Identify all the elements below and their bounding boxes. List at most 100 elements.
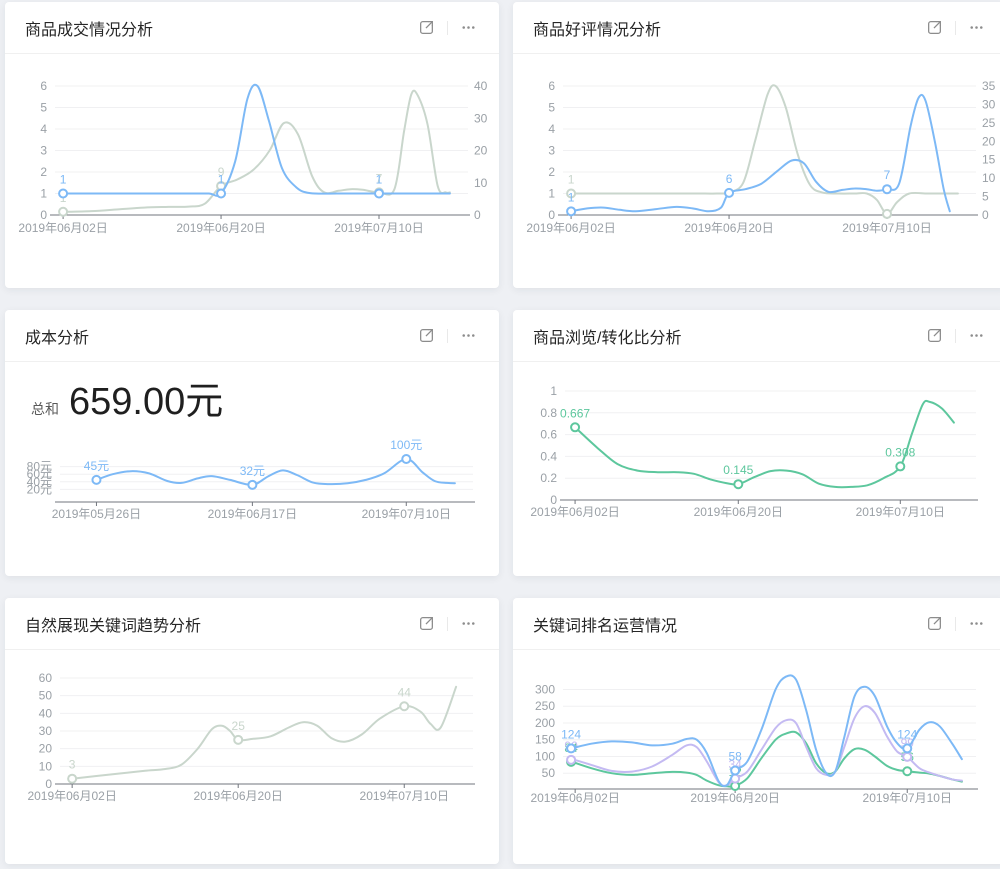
svg-text:2: 2 bbox=[40, 165, 47, 179]
svg-text:20: 20 bbox=[982, 134, 996, 148]
svg-text:2019年07月10日: 2019年07月10日 bbox=[863, 791, 952, 805]
card-actions bbox=[924, 613, 987, 634]
svg-text:0.145: 0.145 bbox=[723, 463, 753, 477]
series-primary: 1 6 7 bbox=[566, 93, 951, 217]
svg-text:35: 35 bbox=[982, 79, 996, 93]
svg-text:2019年06月20日: 2019年06月20日 bbox=[176, 221, 265, 235]
conversion-analysis-chart: 0 0.2 0.4 0.6 0.8 1 2019年06月02日 2019年06月20日 2019… bbox=[513, 362, 1000, 581]
svg-text:1: 1 bbox=[218, 173, 225, 187]
card-actions bbox=[924, 325, 987, 346]
svg-text:25: 25 bbox=[232, 719, 246, 733]
keyword-rank-chart: 50 100 150 200 250 300 2019年06月02日 2019年06月20日 2… bbox=[513, 650, 1000, 869]
cost-summary: 总和 659.00元 bbox=[31, 370, 223, 425]
expand-button[interactable] bbox=[416, 17, 437, 38]
axes: 0 0.2 0.4 0.6 0.8 1 2019年06月02日 2019年06月20日 2019… bbox=[530, 384, 978, 519]
svg-text:44: 44 bbox=[398, 685, 412, 699]
svg-text:10: 10 bbox=[474, 176, 488, 190]
svg-text:45元: 45元 bbox=[84, 459, 109, 473]
card-title: 商品好评情况分析 bbox=[533, 21, 662, 39]
svg-text:9: 9 bbox=[218, 165, 225, 179]
svg-text:15: 15 bbox=[982, 153, 996, 167]
svg-text:2019年07月10日: 2019年07月10日 bbox=[856, 505, 945, 519]
svg-text:2019年06月02日: 2019年06月02日 bbox=[530, 505, 619, 519]
svg-text:20: 20 bbox=[474, 144, 488, 158]
svg-text:4: 4 bbox=[40, 122, 47, 136]
card-title: 关键词排名运营情况 bbox=[533, 617, 678, 635]
card-header: 商品浏览/转化比分析 bbox=[513, 310, 1000, 362]
card-title: 自然展现关键词趋势分析 bbox=[25, 617, 202, 635]
more-button[interactable] bbox=[966, 613, 987, 634]
summary-label: 总和 bbox=[31, 401, 59, 417]
keyword-trend-chart: 0 10 20 30 40 50 60 2019年06月02日 2019年06月20日 2019年… bbox=[5, 650, 499, 869]
svg-text:20: 20 bbox=[39, 742, 53, 756]
svg-text:50: 50 bbox=[542, 766, 556, 780]
divider bbox=[447, 328, 448, 343]
card-keyword-rank-analysis: 关键词排名运营情况 50 100 150 200 250 300 2019年06月02日 20… bbox=[513, 598, 1000, 864]
cost-series: 45元 32元 100元 bbox=[84, 438, 456, 490]
card-title: 商品成交情况分析 bbox=[25, 21, 154, 39]
svg-text:3: 3 bbox=[69, 758, 76, 772]
series-secondary: 1 bbox=[566, 84, 959, 219]
svg-text:2019年07月10日: 2019年07月10日 bbox=[360, 789, 449, 803]
more-button[interactable] bbox=[966, 325, 987, 346]
svg-text:0: 0 bbox=[982, 208, 989, 222]
svg-text:1: 1 bbox=[40, 187, 47, 201]
card-actions bbox=[416, 613, 479, 634]
card-keyword-trend-analysis: 自然展现关键词趋势分析 0 10 20 30 40 50 60 2019年06月02日 2019… bbox=[5, 598, 499, 864]
card-transaction-analysis: 商品成交情况分析 0 1 2 3 4 5 6 0 10 20 30 40 2019年06月02日 2019… bbox=[5, 2, 499, 288]
open-in-new-icon bbox=[928, 329, 941, 342]
chart-svg: 0 10 20 30 40 50 60 2019年06月02日 2019年06月20日 2019年… bbox=[27, 671, 475, 803]
svg-text:124: 124 bbox=[561, 727, 581, 741]
svg-text:2019年06月02日: 2019年06月02日 bbox=[18, 221, 107, 235]
svg-text:25: 25 bbox=[982, 116, 996, 130]
more-button[interactable] bbox=[966, 17, 987, 38]
more-button[interactable] bbox=[458, 613, 479, 634]
svg-text:2019年06月20日: 2019年06月20日 bbox=[690, 791, 779, 805]
expand-button[interactable] bbox=[416, 613, 437, 634]
svg-text:2019年06月20日: 2019年06月20日 bbox=[684, 221, 773, 235]
card-actions bbox=[924, 17, 987, 38]
card-title: 成本分析 bbox=[25, 329, 90, 347]
expand-button[interactable] bbox=[416, 325, 437, 346]
svg-text:0.667: 0.667 bbox=[560, 406, 590, 420]
ellipsis-icon bbox=[970, 622, 983, 625]
svg-text:124: 124 bbox=[897, 727, 917, 741]
svg-text:3: 3 bbox=[548, 144, 555, 158]
svg-text:1: 1 bbox=[376, 173, 383, 187]
card-header: 成本分析 bbox=[5, 310, 499, 362]
more-button[interactable] bbox=[458, 325, 479, 346]
card-header: 商品成交情况分析 bbox=[5, 2, 499, 54]
card-conversion-analysis: 商品浏览/转化比分析 0 0.2 0.4 0.6 0.8 1 2019年06月02日 2019… bbox=[513, 310, 1000, 576]
svg-text:200: 200 bbox=[535, 716, 555, 730]
card-review-analysis: 商品好评情况分析 0 1 2 3 4 5 6 0 5 10 15 20 25 30 35 2019年06月02… bbox=[513, 2, 1000, 288]
svg-text:2019年06月20日: 2019年06月20日 bbox=[694, 505, 783, 519]
svg-text:150: 150 bbox=[535, 733, 555, 747]
svg-text:2019年06月20日: 2019年06月20日 bbox=[193, 789, 282, 803]
chart-svg: 0 0.2 0.4 0.6 0.8 1 2019年06月02日 2019年06月20日 2019… bbox=[530, 384, 978, 519]
gridlines bbox=[565, 390, 976, 479]
chart-svg: 50 100 150 200 250 300 2019年06月02日 2019年06月20日 2… bbox=[530, 674, 978, 805]
expand-button[interactable] bbox=[924, 613, 945, 634]
svg-text:0: 0 bbox=[474, 208, 481, 222]
svg-text:5: 5 bbox=[548, 101, 555, 115]
svg-text:0.2: 0.2 bbox=[540, 471, 557, 485]
svg-text:2019年06月02日: 2019年06月02日 bbox=[27, 789, 116, 803]
series-primary: 1 1 1 bbox=[58, 83, 451, 199]
divider bbox=[447, 20, 448, 35]
svg-text:1: 1 bbox=[568, 190, 575, 204]
svg-text:80元: 80元 bbox=[27, 460, 52, 474]
svg-text:40: 40 bbox=[39, 706, 53, 720]
gridlines bbox=[563, 688, 976, 774]
more-button[interactable] bbox=[458, 17, 479, 38]
rank-series-blue: 124 58 124 bbox=[561, 674, 963, 788]
svg-text:0: 0 bbox=[550, 493, 557, 507]
expand-button[interactable] bbox=[924, 17, 945, 38]
svg-text:40元: 40元 bbox=[27, 475, 52, 489]
expand-button[interactable] bbox=[924, 325, 945, 346]
open-in-new-icon bbox=[420, 617, 433, 630]
svg-text:2019年06月02日: 2019年06月02日 bbox=[526, 221, 615, 235]
svg-text:0: 0 bbox=[45, 777, 52, 791]
